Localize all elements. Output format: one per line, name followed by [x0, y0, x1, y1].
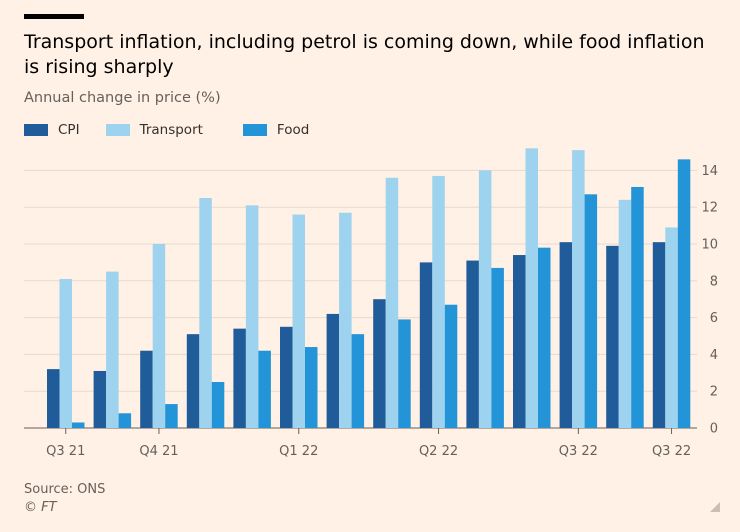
bar-cpi: [280, 326, 293, 428]
bar-transport: [618, 199, 632, 428]
legend-item-cpi: CPI: [24, 122, 80, 138]
y-tick-label: 12: [701, 201, 718, 216]
chart-source: Source: ONS: [24, 482, 106, 497]
bar-cpi: [140, 350, 153, 428]
bar-cpi: [47, 369, 60, 428]
bar-transport: [199, 198, 212, 428]
bar-transport: [478, 170, 492, 428]
bar-food: [351, 334, 365, 428]
chart-title: Transport inflation, including petrol is…: [24, 31, 705, 78]
bar-cpi: [606, 245, 619, 428]
legend-label-transport: Transport: [139, 122, 203, 138]
bar-food: [258, 350, 271, 428]
y-tick-label: 6: [710, 311, 718, 326]
bar-cpi: [373, 299, 386, 428]
bar-food: [491, 267, 504, 428]
legend-swatch-food: [242, 124, 267, 136]
bar-transport: [292, 214, 305, 428]
bar-food: [631, 186, 644, 428]
y-tick-label: 8: [710, 274, 718, 289]
bar-food: [72, 422, 85, 428]
x-tick-label: Q3 22: [652, 444, 691, 459]
bar-transport: [245, 205, 259, 428]
bar-transport: [106, 271, 119, 428]
bar-food: [118, 413, 132, 428]
bar-cpi: [419, 262, 433, 428]
chart-copyright: © FT: [24, 500, 57, 515]
y-tick-label: 2: [710, 385, 718, 400]
bar-cpi: [513, 255, 526, 428]
bar-cpi: [186, 334, 200, 428]
bar-food: [211, 382, 225, 428]
bar-transport: [432, 175, 445, 428]
x-tick-label: Q4 21: [139, 444, 178, 459]
bar-food: [584, 194, 598, 428]
legend-label-cpi: CPI: [58, 122, 80, 138]
bar-transport: [385, 177, 399, 428]
bar-food: [398, 319, 411, 428]
bar-transport: [339, 212, 352, 428]
bar-cpi: [93, 370, 107, 428]
legend-item-transport: Transport: [105, 122, 203, 138]
x-tick-label: Q3 21: [46, 444, 85, 459]
bar-cpi: [466, 260, 479, 428]
bar-cpi: [559, 242, 573, 428]
ft-top-rule: [24, 14, 84, 19]
x-tick-label: Q1 22: [279, 444, 318, 459]
chart-legend: CPI Transport Food: [24, 122, 335, 138]
x-tick-label: Q2 22: [419, 444, 458, 459]
y-tick-label: 10: [701, 238, 718, 253]
bar-transport: [525, 148, 538, 428]
bar-transport: [59, 278, 72, 428]
bar-cpi: [233, 328, 246, 428]
bar-food: [444, 304, 458, 428]
legend-label-food: Food: [276, 122, 310, 138]
legend-swatch-transport: [105, 124, 130, 136]
chart-subtitle: Annual change in price (%): [24, 90, 221, 106]
bar-food: [677, 159, 691, 429]
legend-swatch-cpi: [24, 124, 48, 136]
bar-food: [305, 347, 318, 428]
x-tick-label: Q3 22: [559, 444, 598, 459]
bar-transport: [665, 227, 678, 428]
legend-item-food: Food: [242, 122, 310, 138]
bar-food: [538, 247, 551, 428]
y-tick-label: 4: [710, 348, 718, 363]
resize-handle-icon[interactable]: [710, 502, 720, 512]
y-tick-label: 0: [710, 422, 718, 437]
y-tick-label: 14: [701, 164, 718, 179]
bar-cpi: [326, 313, 340, 428]
bar-food: [165, 404, 178, 428]
bar-cpi: [652, 242, 666, 428]
bar-transport: [152, 244, 166, 428]
bar-transport: [572, 150, 585, 428]
